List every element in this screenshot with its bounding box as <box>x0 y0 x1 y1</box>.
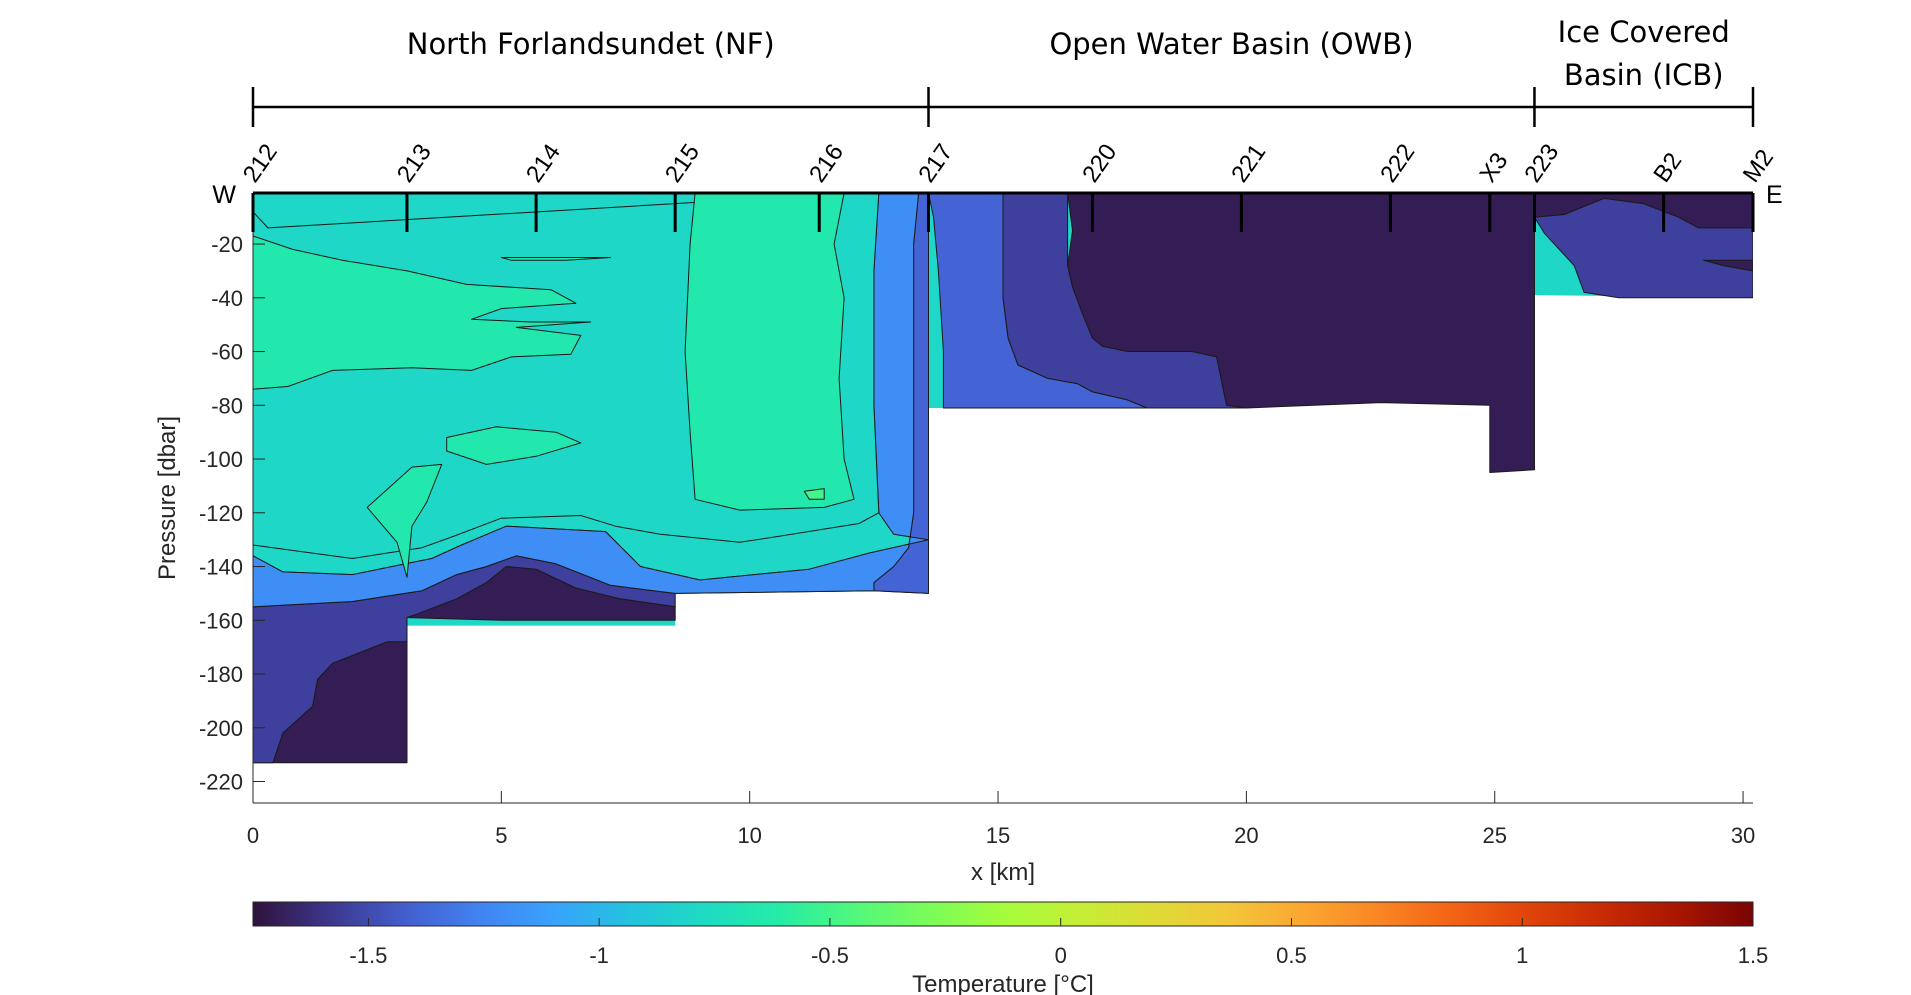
station-label: 220 <box>1077 139 1122 187</box>
colorbar-tick-label: -1.5 <box>349 943 387 968</box>
station-label: 215 <box>660 139 705 187</box>
region-label-icb-line1: Ice Covered <box>1558 15 1730 49</box>
temperature-band-17 <box>500 257 612 261</box>
station-labels: 212 213 214 215 216 217 220 221 222 X3 223 B2 M2 <box>238 139 1779 187</box>
west-label: W <box>212 181 236 209</box>
temperature-band-8 <box>928 193 1148 409</box>
y-axis-ticks: -20 -40 -60 -80 -100 -120 -140 -160 -180 -200 -220 <box>199 232 265 795</box>
colorbar-ticks: -1.5 -1 -0.5 0 0.5 1 1.5 <box>349 918 1768 968</box>
colorbar-tick-label: 1.5 <box>1738 943 1769 968</box>
y-tick-label: -80 <box>211 393 243 418</box>
y-tick-label: -40 <box>211 286 243 311</box>
region-header-group: North Forlandsundet (NF) Open Water Basi… <box>251 15 1755 127</box>
y-tick-label: -200 <box>199 716 243 741</box>
temperature-band-14 <box>253 235 592 390</box>
plot-area: 212 213 214 215 216 217 220 221 222 X3 223 B2 M2 W E… <box>154 139 1783 886</box>
region-label-icb-line2: Basin (ICB) <box>1564 58 1724 92</box>
colorbar-tick-label: -1 <box>589 943 609 968</box>
colorbar-tick-label: 0 <box>1055 943 1067 968</box>
y-tick-label: -120 <box>199 501 243 526</box>
x-tick-label: 0 <box>247 823 259 848</box>
station-label: 212 <box>238 139 283 187</box>
station-label: 222 <box>1375 139 1420 187</box>
x-tick-label: 25 <box>1482 823 1506 848</box>
y-tick-label: -160 <box>199 608 243 633</box>
region-label-nf: North Forlandsundet (NF) <box>407 27 775 61</box>
region-label-owb: Open Water Basin (OWB) <box>1049 27 1413 61</box>
station-label: 216 <box>804 139 849 187</box>
y-tick-label: -100 <box>199 447 243 472</box>
colorbar-label: Temperature [°C] <box>912 971 1094 995</box>
x-tick-label: 15 <box>986 823 1010 848</box>
station-label: 221 <box>1226 139 1271 187</box>
station-label: X3 <box>1475 148 1514 188</box>
temperature-band-15 <box>446 426 582 465</box>
colorbar-tick-label: 1 <box>1516 943 1528 968</box>
temperature-band-6 <box>1534 197 1753 299</box>
temperature-band-16 <box>366 463 443 578</box>
y-tick-label: -220 <box>199 770 243 795</box>
station-ticks <box>251 193 1755 232</box>
colorbar-gradient <box>252 901 1754 927</box>
east-label: E <box>1766 181 1783 209</box>
temperature-band-13 <box>684 193 855 511</box>
x-axis-label: x [km] <box>971 859 1035 886</box>
x-axis-ticks: 0 5 10 15 20 25 30 <box>247 791 1755 848</box>
x-tick-label: 5 <box>495 823 507 848</box>
colorbar: -1.5 -1 -0.5 0 0.5 1 1.5 Temperature [°C] <box>252 901 1768 995</box>
station-label: B2 <box>1648 148 1687 188</box>
colorbar-tick-label: 0.5 <box>1276 943 1307 968</box>
y-tick-label: -180 <box>199 662 243 687</box>
colorbar-tick-label: -0.5 <box>811 943 849 968</box>
y-tick-label: -140 <box>199 555 243 580</box>
y-tick-label: -20 <box>211 232 243 257</box>
temperature-bands <box>253 193 1753 764</box>
x-tick-label: 10 <box>737 823 761 848</box>
temperature-band-18 <box>803 488 825 500</box>
x-tick-label: 20 <box>1234 823 1258 848</box>
station-label: 217 <box>913 139 958 187</box>
temperature-band-11 <box>253 193 929 608</box>
y-tick-label: -60 <box>211 340 243 365</box>
station-label: 214 <box>521 139 566 187</box>
station-label: 223 <box>1519 139 1564 187</box>
x-tick-label: 30 <box>1731 823 1755 848</box>
y-axis-label: Pressure [dbar] <box>154 416 181 580</box>
station-label: 213 <box>392 139 437 187</box>
